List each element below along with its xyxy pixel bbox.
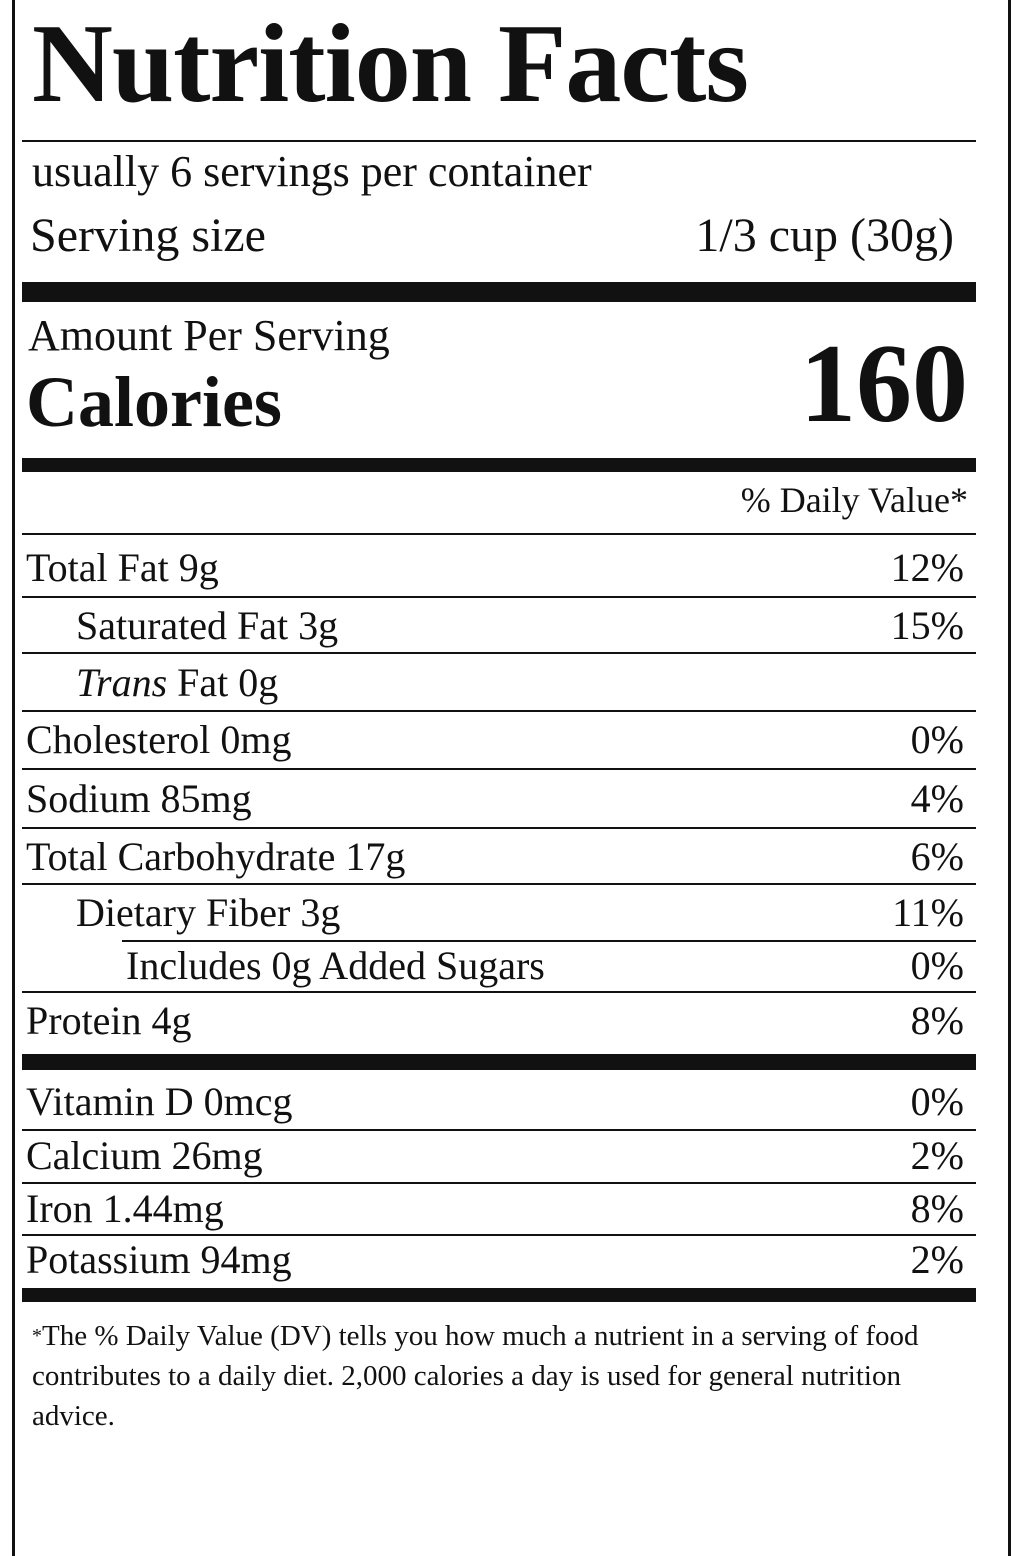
nutrient-name: Saturated Fat 3g <box>76 603 339 648</box>
vitamin-row-vitamin-d: Vitamin D 0mcg 0% <box>22 1082 964 1122</box>
nutrient-row-dietary-fiber: Dietary Fiber 3g 11% <box>22 893 964 933</box>
divider-thin <box>122 940 976 942</box>
divider-thin <box>22 768 976 770</box>
trans-italic: Trans <box>76 660 168 705</box>
nutrient-name: Trans Fat 0g <box>22 663 278 703</box>
nutrient-dv: 4% <box>910 776 964 821</box>
vitamin-dv: 2% <box>910 1237 964 1282</box>
footnote-text: The % Daily Value (DV) tells you how muc… <box>32 1320 919 1432</box>
serving-size-row: Serving size 1/3 cup (30g) <box>30 212 954 260</box>
nutrient-row-total-fat: Total Fat 9g 12% <box>22 548 964 588</box>
nutrient-dv: 15% <box>890 603 964 648</box>
vitamin-row-iron: Iron 1.44mg 8% <box>22 1189 964 1229</box>
nutrient-row-saturated-fat: Saturated Fat 3g 15% <box>22 606 964 646</box>
amount-per-serving: Amount Per Serving <box>28 311 390 360</box>
trans-rest: Fat 0g <box>167 660 279 705</box>
nutrient-dv: 12% <box>890 545 964 590</box>
nutrient-name: Dietary Fiber 3g <box>76 890 341 935</box>
label-title: Nutrition Facts <box>32 2 749 126</box>
vitamin-dv: 2% <box>910 1133 964 1178</box>
nutrient-name: Total Fat 9g <box>26 545 219 590</box>
nutrient-row-added-sugars: Includes 0g Added Sugars 0% <box>22 946 964 986</box>
vitamin-row-calcium: Calcium 26mg 2% <box>22 1136 964 1176</box>
vitamin-name: Iron 1.44mg <box>26 1186 224 1231</box>
divider-thick <box>22 1054 976 1070</box>
nutrient-name: Cholesterol 0mg <box>26 717 292 762</box>
nutrient-dv: 8% <box>910 998 964 1043</box>
nutrient-row-cholesterol: Cholesterol 0mg 0% <box>22 720 964 760</box>
divider-thick <box>22 282 976 302</box>
daily-value-header: % Daily Value* <box>740 480 968 520</box>
divider-medium <box>22 458 976 472</box>
vitamin-name: Vitamin D 0mcg <box>26 1079 293 1124</box>
divider-thin <box>22 1182 976 1184</box>
divider-thin <box>22 596 976 598</box>
divider-thin <box>22 991 976 993</box>
nutrient-name: Includes 0g Added Sugars <box>126 943 545 988</box>
nutrient-name: Sodium 85mg <box>26 776 252 821</box>
nutrient-row-trans-fat: Trans Fat 0g <box>22 663 964 703</box>
vitamin-dv: 0% <box>910 1079 964 1124</box>
servings-per-container: usually 6 servings per container <box>32 147 592 196</box>
nutrient-name: Total Carbohydrate 17g <box>26 834 406 879</box>
divider-thin <box>22 140 976 142</box>
serving-size-value: 1/3 cup (30g) <box>695 209 954 262</box>
vitamin-name: Calcium 26mg <box>26 1133 263 1178</box>
divider-thin <box>22 652 976 654</box>
serving-size-label: Serving size <box>30 209 266 262</box>
divider-thin <box>22 1234 976 1236</box>
vitamin-row-potassium: Potassium 94mg 2% <box>22 1240 964 1280</box>
divider-thin <box>22 1129 976 1131</box>
nutrient-name: Protein 4g <box>26 998 192 1043</box>
divider-medium <box>22 1288 976 1302</box>
nutrition-label <box>12 0 1011 1556</box>
vitamin-name: Potassium 94mg <box>26 1237 292 1282</box>
nutrient-row-total-carbohydrate: Total Carbohydrate 17g 6% <box>22 837 964 877</box>
nutrient-row-sodium: Sodium 85mg 4% <box>22 779 964 819</box>
nutrient-dv: 6% <box>910 834 964 879</box>
divider-thin <box>22 827 976 829</box>
nutrient-dv: 0% <box>910 717 964 762</box>
vitamin-dv: 8% <box>910 1186 964 1231</box>
nutrient-dv: 0% <box>910 943 964 988</box>
nutrient-dv: 11% <box>892 890 964 935</box>
calories-label: Calories <box>26 362 282 442</box>
divider-thin <box>22 883 976 885</box>
calories-value: 160 <box>800 322 968 446</box>
divider-thin <box>22 533 976 535</box>
footnote: *The % Daily Value (DV) tells you how mu… <box>32 1316 952 1436</box>
nutrient-row-protein: Protein 4g 8% <box>22 1001 964 1041</box>
footnote-asterisk: * <box>32 1325 42 1347</box>
divider-thin <box>22 710 976 712</box>
